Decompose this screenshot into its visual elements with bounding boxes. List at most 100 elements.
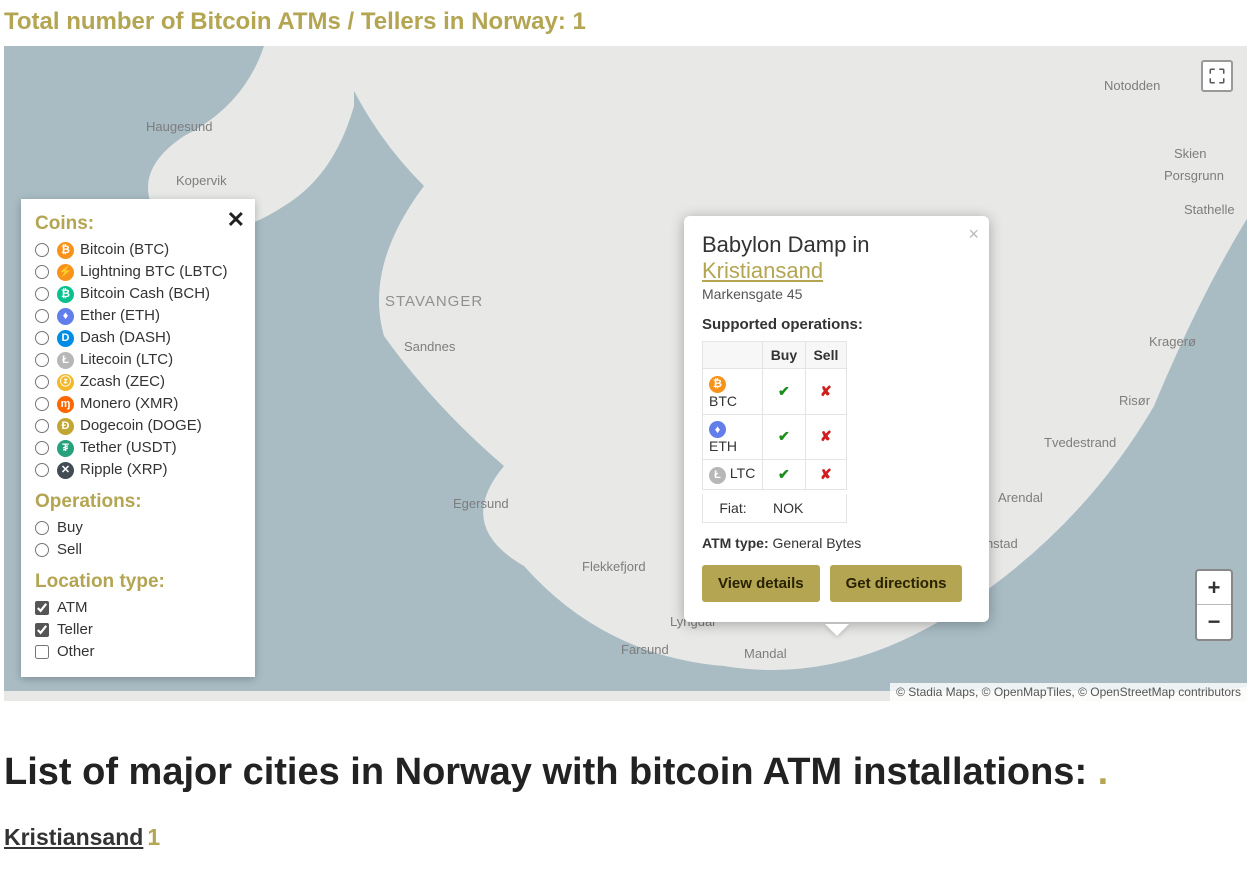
- coin-sym: LTC: [730, 465, 755, 481]
- coin-icon: ♦: [57, 308, 74, 325]
- operations-table: Buy Sell ₿ BTC ✔ ✘♦ ETH ✔ ✘Ł LTC ✔ ✘: [702, 341, 847, 490]
- filter-panel: ✕ Coins: ₿ Bitcoin (BTC) ⚡ Lightning BTC…: [21, 199, 255, 677]
- coin-filter-row[interactable]: ✕ Ripple (XRP): [35, 459, 241, 481]
- coin-label: Tether (USDT): [80, 437, 177, 459]
- coin-radio[interactable]: [35, 265, 49, 279]
- loc-filter-row[interactable]: ATM: [35, 597, 241, 619]
- coin-label: Dogecoin (DOGE): [80, 415, 202, 437]
- coin-filter-row[interactable]: ₮ Tether (USDT): [35, 437, 241, 459]
- coin-filter-row[interactable]: ₿ Bitcoin (BTC): [35, 239, 241, 261]
- popup-address: Markensgate 45: [702, 286, 971, 302]
- page-title: Total number of Bitcoin ATMs / Tellers i…: [4, 8, 1247, 36]
- coin-radio[interactable]: [35, 375, 49, 389]
- city-link[interactable]: Kristiansand: [4, 824, 143, 850]
- atm-type: ATM type: General Bytes: [702, 535, 971, 551]
- close-icon[interactable]: ×: [968, 224, 979, 245]
- coin-radio[interactable]: [35, 397, 49, 411]
- coin-filter-row[interactable]: ɱ Monero (XMR): [35, 393, 241, 415]
- buy-cell: ✔: [763, 414, 806, 460]
- coin-radio[interactable]: [35, 309, 49, 323]
- location-header: Location type:: [35, 571, 241, 593]
- coin-radio[interactable]: [35, 243, 49, 257]
- op-filter-row[interactable]: Sell: [35, 539, 241, 561]
- coin-icon: ⓩ: [57, 374, 74, 391]
- loc-checkbox[interactable]: [35, 645, 49, 659]
- op-radio[interactable]: [35, 521, 49, 535]
- op-label: Buy: [57, 517, 83, 539]
- coin-label: Monero (XMR): [80, 393, 178, 415]
- fullscreen-button[interactable]: [1201, 60, 1233, 92]
- op-label: Sell: [57, 539, 82, 561]
- popup-title-prefix: Babylon Damp in: [702, 232, 870, 257]
- op-row: ♦ ETH ✔ ✘: [703, 414, 847, 460]
- coin-sym: ETH: [709, 438, 737, 454]
- city-item: Kristiansand1: [4, 824, 1247, 851]
- coin-filter-row[interactable]: ♦ Ether (ETH): [35, 305, 241, 327]
- coin-filter-row[interactable]: ⚡ Lightning BTC (LBTC): [35, 261, 241, 283]
- buy-cell: ✔: [763, 460, 806, 490]
- coin-label: Bitcoin Cash (BCH): [80, 283, 210, 305]
- coin-icon: Ł: [709, 467, 726, 484]
- section-title: List of major cities in Norway with bitc…: [4, 751, 1247, 794]
- map[interactable]: NotoddenHaugesundSkienKopervikPorsgrunnS…: [4, 46, 1247, 701]
- coin-icon: ✕: [57, 462, 74, 479]
- fiat-value: NOK: [763, 494, 813, 522]
- coin-icon: ɱ: [57, 396, 74, 413]
- coin-sym: BTC: [709, 393, 737, 409]
- coin-label: Dash (DASH): [80, 327, 171, 349]
- coin-label: Ripple (XRP): [80, 459, 168, 481]
- loc-label: ATM: [57, 597, 88, 619]
- coin-filter-row[interactable]: D Dash (DASH): [35, 327, 241, 349]
- popup-title: Babylon Damp in Kristiansand: [702, 232, 971, 284]
- op-row: ₿ BTC ✔ ✘: [703, 369, 847, 415]
- loc-filter-row[interactable]: Other: [35, 641, 241, 663]
- coins-header: Coins:: [35, 213, 241, 235]
- view-details-button[interactable]: View details: [702, 565, 820, 602]
- coin-radio[interactable]: [35, 353, 49, 367]
- popup-supported-header: Supported operations:: [702, 316, 971, 333]
- coin-icon: D: [57, 330, 74, 347]
- coin-filter-row[interactable]: Ð Dogecoin (DOGE): [35, 415, 241, 437]
- loc-checkbox[interactable]: [35, 623, 49, 637]
- coin-filter-row[interactable]: Ł Litecoin (LTC): [35, 349, 241, 371]
- coin-filter-row[interactable]: ₿ Bitcoin Cash (BCH): [35, 283, 241, 305]
- coin-radio[interactable]: [35, 331, 49, 345]
- coin-icon: ₿: [709, 376, 726, 393]
- fiat-row: Fiat: NOK: [702, 494, 847, 523]
- zoom-control: + −: [1195, 569, 1233, 641]
- sell-cell: ✘: [805, 369, 846, 415]
- coin-icon: ₿: [57, 242, 74, 259]
- fullscreen-icon: [1208, 67, 1226, 85]
- sell-cell: ✘: [805, 414, 846, 460]
- map-attribution: © Stadia Maps, © OpenMapTiles, © OpenStr…: [890, 683, 1247, 701]
- op-filter-row[interactable]: Buy: [35, 517, 241, 539]
- coin-icon: ₮: [57, 440, 74, 457]
- close-icon[interactable]: ✕: [227, 207, 245, 233]
- coin-icon: Ł: [57, 352, 74, 369]
- op-row: Ł LTC ✔ ✘: [703, 460, 847, 490]
- coin-label: Ether (ETH): [80, 305, 160, 327]
- coin-radio[interactable]: [35, 287, 49, 301]
- fiat-label: Fiat:: [703, 494, 763, 522]
- col-sell: Sell: [805, 342, 846, 369]
- loc-filter-row[interactable]: Teller: [35, 619, 241, 641]
- city-count: 1: [147, 824, 160, 850]
- op-radio[interactable]: [35, 543, 49, 557]
- popup-city-link[interactable]: Kristiansand: [702, 258, 823, 283]
- coin-icon: Ð: [57, 418, 74, 435]
- zoom-in-button[interactable]: +: [1197, 571, 1231, 605]
- coin-radio[interactable]: [35, 463, 49, 477]
- coin-radio[interactable]: [35, 441, 49, 455]
- get-directions-button[interactable]: Get directions: [830, 565, 963, 602]
- col-buy: Buy: [763, 342, 806, 369]
- coin-radio[interactable]: [35, 419, 49, 433]
- loc-checkbox[interactable]: [35, 601, 49, 615]
- coin-filter-row[interactable]: ⓩ Zcash (ZEC): [35, 371, 241, 393]
- loc-label: Other: [57, 641, 95, 663]
- coin-icon: ₿: [57, 286, 74, 303]
- coin-label: Lightning BTC (LBTC): [80, 261, 228, 283]
- operations-header: Operations:: [35, 491, 241, 513]
- coin-label: Zcash (ZEC): [80, 371, 165, 393]
- zoom-out-button[interactable]: −: [1197, 605, 1231, 639]
- coin-label: Litecoin (LTC): [80, 349, 173, 371]
